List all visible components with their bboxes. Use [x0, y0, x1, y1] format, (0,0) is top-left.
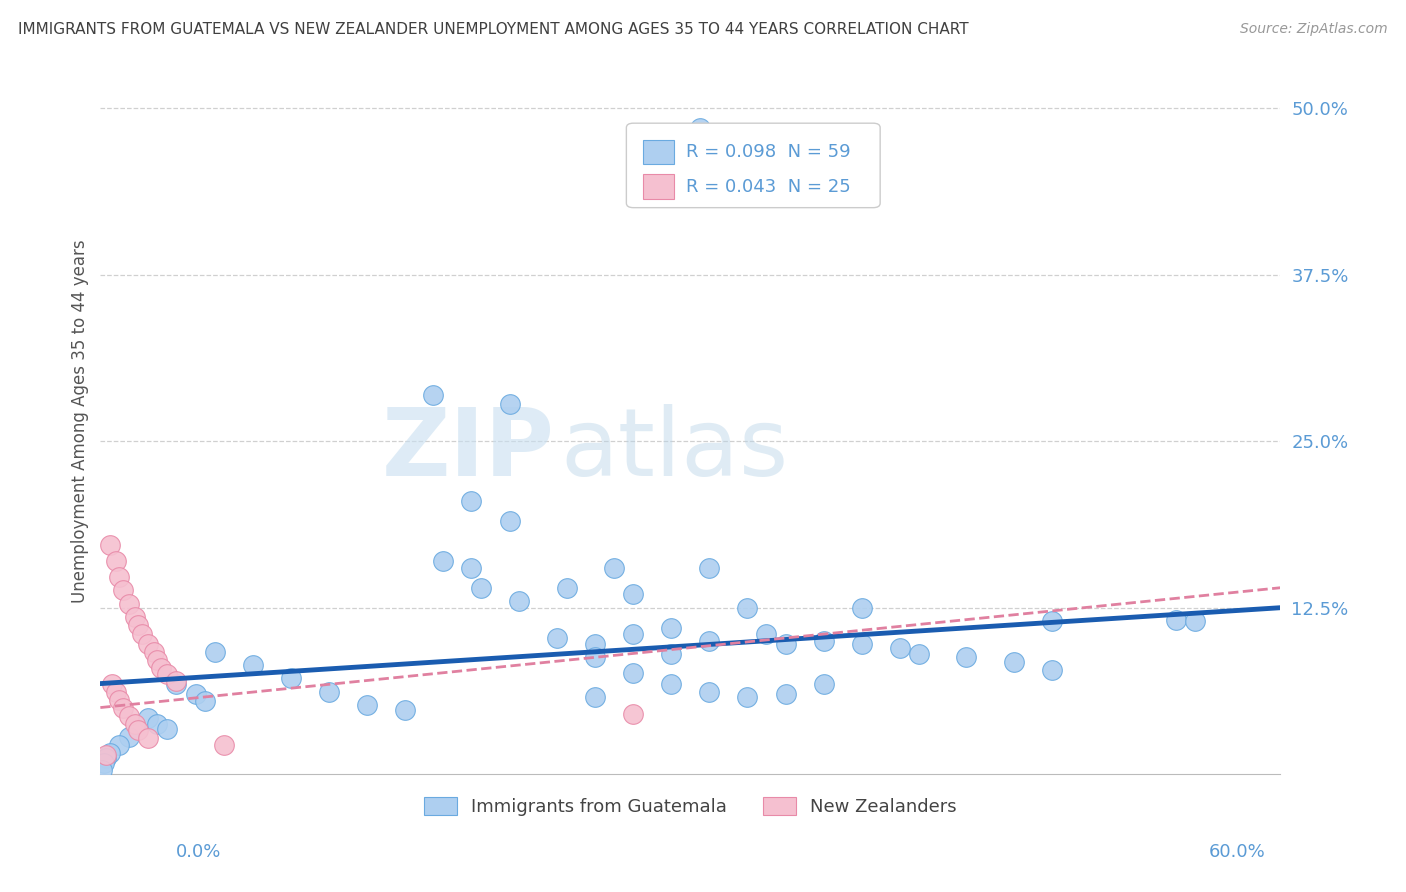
Point — [124, 610, 146, 624]
Point — [127, 618, 149, 632]
Point — [356, 698, 378, 712]
Point — [755, 627, 778, 641]
Point — [112, 583, 135, 598]
Point — [498, 514, 520, 528]
Point — [1040, 663, 1063, 677]
Text: Source: ZipAtlas.com: Source: ZipAtlas.com — [1240, 22, 1388, 37]
Point — [112, 700, 135, 714]
Text: 0.0%: 0.0% — [176, 843, 221, 861]
Point — [142, 645, 165, 659]
Point — [699, 561, 721, 575]
Point — [94, 751, 117, 765]
Point — [432, 554, 454, 568]
Point — [108, 692, 131, 706]
Point — [104, 554, 127, 568]
Point — [150, 660, 173, 674]
Text: 60.0%: 60.0% — [1209, 843, 1265, 861]
Point — [108, 570, 131, 584]
Point — [1164, 613, 1187, 627]
Point — [98, 538, 121, 552]
Point — [555, 581, 578, 595]
Point — [212, 738, 235, 752]
Point — [118, 730, 141, 744]
Point — [91, 763, 114, 777]
Point — [422, 387, 444, 401]
Point — [621, 665, 644, 680]
Point — [394, 703, 416, 717]
Point — [737, 600, 759, 615]
Text: ZIP: ZIP — [382, 403, 554, 496]
Point — [194, 694, 217, 708]
Point — [146, 716, 169, 731]
Point — [621, 627, 644, 641]
Point — [813, 634, 835, 648]
Point — [146, 652, 169, 666]
Point — [775, 687, 797, 701]
Point — [813, 676, 835, 690]
Point — [156, 667, 179, 681]
Point — [156, 722, 179, 736]
Point — [851, 637, 873, 651]
Point — [460, 561, 482, 575]
Point — [242, 657, 264, 672]
Point — [1002, 655, 1025, 669]
Point — [659, 648, 682, 662]
Point — [127, 723, 149, 738]
Point — [204, 645, 226, 659]
Point — [907, 648, 929, 662]
Point — [98, 746, 121, 760]
Point — [1040, 614, 1063, 628]
Text: R = 0.098  N = 59: R = 0.098 N = 59 — [686, 143, 851, 161]
Point — [136, 637, 159, 651]
Point — [318, 684, 340, 698]
Point — [166, 673, 188, 688]
Text: atlas: atlas — [561, 403, 789, 496]
Text: IMMIGRANTS FROM GUATEMALA VS NEW ZEALANDER UNEMPLOYMENT AMONG AGES 35 TO 44 YEAR: IMMIGRANTS FROM GUATEMALA VS NEW ZEALAND… — [18, 22, 969, 37]
Point — [498, 397, 520, 411]
Point — [136, 731, 159, 746]
Point — [955, 650, 977, 665]
Point — [603, 561, 626, 575]
Point — [470, 581, 492, 595]
Point — [118, 597, 141, 611]
Point — [166, 676, 188, 690]
Point — [280, 671, 302, 685]
Point — [583, 650, 606, 665]
Point — [737, 690, 759, 704]
Point — [93, 756, 115, 771]
Point — [118, 708, 141, 723]
Point — [621, 587, 644, 601]
Point — [460, 494, 482, 508]
Point — [1184, 614, 1206, 628]
Point — [124, 716, 146, 731]
Point — [100, 676, 122, 690]
Point — [699, 684, 721, 698]
Y-axis label: Unemployment Among Ages 35 to 44 years: Unemployment Among Ages 35 to 44 years — [72, 240, 89, 603]
Point — [621, 707, 644, 722]
Point — [94, 748, 117, 763]
Point — [659, 621, 682, 635]
Point — [659, 676, 682, 690]
Point — [775, 637, 797, 651]
Text: R = 0.043  N = 25: R = 0.043 N = 25 — [686, 178, 851, 195]
Point — [508, 594, 530, 608]
Point — [136, 711, 159, 725]
Point — [583, 637, 606, 651]
Point — [689, 121, 711, 136]
Point — [131, 627, 153, 641]
Point — [699, 634, 721, 648]
Point — [583, 690, 606, 704]
Point — [108, 738, 131, 752]
Point — [889, 640, 911, 655]
Point — [546, 632, 568, 646]
Point — [851, 600, 873, 615]
Point — [104, 684, 127, 698]
Point — [184, 687, 207, 701]
Legend: Immigrants from Guatemala, New Zealanders: Immigrants from Guatemala, New Zealander… — [415, 788, 966, 825]
